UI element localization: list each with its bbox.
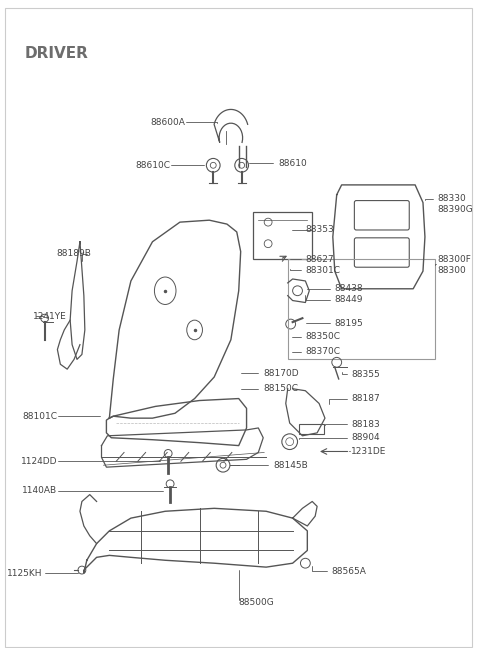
Bar [288,259,435,360]
Text: 1231DE: 1231DE [351,447,387,456]
Text: 88300: 88300 [438,266,467,274]
Text: 88183: 88183 [351,420,380,428]
Text: 88330: 88330 [438,194,467,203]
Text: 88195: 88195 [335,318,363,328]
Text: 1124DD: 1124DD [21,457,58,466]
Text: 1140AB: 1140AB [22,486,58,495]
Text: 88370C: 88370C [305,347,340,356]
Text: 1125KH: 1125KH [7,569,43,578]
Text: 88101C: 88101C [23,412,58,421]
Bar [253,212,312,259]
Text: DRIVER: DRIVER [25,46,89,61]
Text: 88610: 88610 [278,159,307,168]
Text: 88187: 88187 [351,394,380,403]
Text: 88301C: 88301C [305,266,340,274]
Text: 88170D: 88170D [263,369,299,377]
Text: 1241YE: 1241YE [33,312,67,321]
Text: 88353: 88353 [305,225,334,234]
Text: 88390G: 88390G [438,205,473,214]
Text: 88189B: 88189B [57,249,92,258]
Text: 88610C: 88610C [135,160,170,170]
Text: 88904: 88904 [351,433,380,442]
Text: 88150C: 88150C [263,384,298,393]
Text: 88500G: 88500G [239,598,275,607]
Text: 88438: 88438 [335,284,363,293]
Text: 88627: 88627 [305,255,334,264]
Text: 88565A: 88565A [332,567,367,576]
Text: 88449: 88449 [335,295,363,304]
Text: 88355: 88355 [351,369,380,379]
Text: 88600A: 88600A [150,118,185,126]
Bar [300,424,324,434]
Text: 88300F: 88300F [438,255,471,264]
Text: 88350C: 88350C [305,332,340,341]
Text: 88145B: 88145B [273,460,308,470]
